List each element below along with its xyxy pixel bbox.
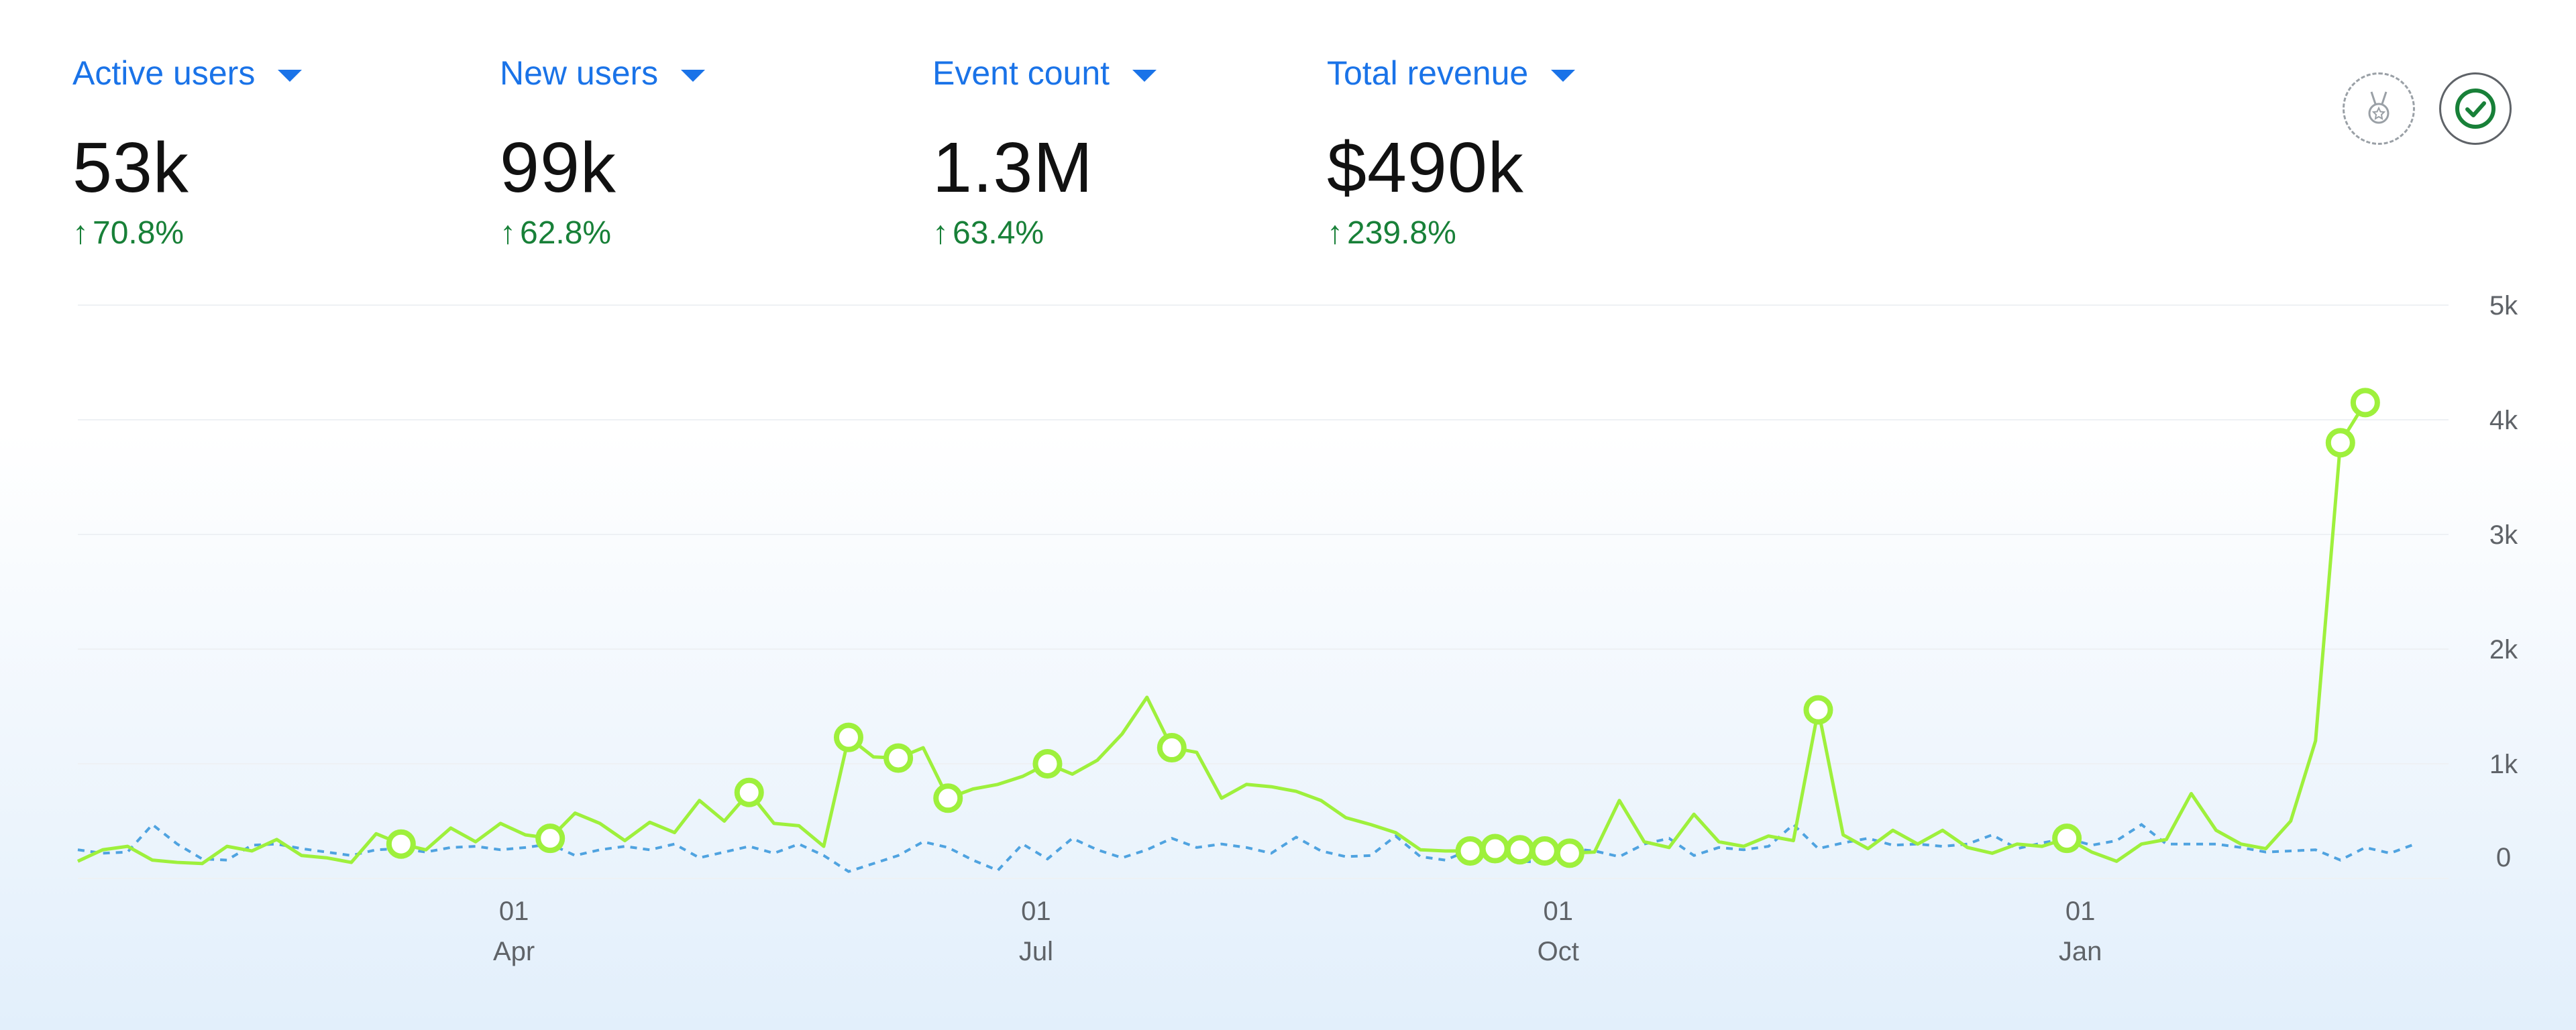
data-point[interactable] [933,783,963,813]
data-point[interactable] [535,823,566,854]
data-point[interactable] [883,743,914,773]
metric-change: ↑ 239.8% [1327,215,1456,251]
caret-down-icon[interactable] [1132,70,1157,82]
arrow-up-icon: ↑ [72,215,89,251]
data-point[interactable] [734,777,764,807]
x-tick-month: Jan [2059,937,2102,966]
data-point[interactable] [2052,823,2082,854]
change-value: 63.4% [953,215,1044,251]
medal-button[interactable] [2343,72,2415,145]
metric-selector-total-revenue[interactable]: Total revenue [1327,54,1576,93]
series-layer [76,388,2416,873]
change-value: 70.8% [93,215,184,251]
data-point[interactable] [2350,388,2380,418]
y-tick-label: 4k [2489,406,2518,435]
caret-down-icon[interactable] [681,70,706,82]
metric-label: Event count [932,54,1110,92]
caret-down-icon[interactable] [1551,70,1576,82]
y-axis: 5k 4k 3k 2k 1k 0 [2489,291,2518,872]
data-point[interactable] [1480,834,1510,864]
approve-button[interactable] [2439,72,2512,145]
data-point[interactable] [386,829,416,859]
data-point[interactable] [1455,836,1485,866]
arrow-up-icon: ↑ [500,215,516,251]
metric-label: Active users [72,54,256,92]
x-tick-day: 01 [1544,897,1574,926]
y-tick-label: 5k [2489,291,2518,321]
x-tick-month: Apr [493,937,535,966]
metric-label: New users [500,54,659,92]
data-point[interactable] [1803,695,1833,725]
x-axis: 01 Apr 01 Jul 01 Oct 01 Jan [493,897,2102,966]
data-point[interactable] [1554,838,1585,868]
series-line-current [76,402,2367,866]
check-circle-icon [2455,89,2496,129]
metric-selector-event-count[interactable]: Event count [932,54,1157,93]
x-tick-month: Jul [1019,937,1053,966]
data-point[interactable] [1032,749,1063,779]
data-point[interactable] [1157,733,1187,763]
y-tick-label: 1k [2489,750,2518,779]
y-tick-label: 0 [2496,843,2511,872]
x-tick-day: 01 [2065,897,2096,926]
grid-lines [78,304,2449,879]
metric-total-revenue: Total revenue $490k ↑ 239.8% [1327,54,1576,251]
metric-change: ↑ 70.8% [72,215,184,251]
metric-change: ↑ 62.8% [500,215,611,251]
metric-label: Total revenue [1327,54,1529,92]
y-tick-label: 2k [2489,635,2518,665]
metric-selector-new-users[interactable]: New users [500,54,706,93]
caret-down-icon[interactable] [278,70,303,82]
arrow-up-icon: ↑ [932,215,949,251]
arrow-up-icon: ↑ [1327,215,1343,251]
x-tick-day: 01 [1021,897,1051,926]
y-tick-label: 3k [2489,520,2518,550]
change-value: 239.8% [1347,215,1456,251]
metric-value: 53k [72,128,189,207]
data-point[interactable] [2325,428,2355,458]
data-point[interactable] [833,722,863,752]
metric-event-count: Event count 1.3M ↑ 63.4% [932,54,1157,251]
metric-active-users: Active users 53k ↑ 70.8% [72,54,303,251]
data-point[interactable] [1529,836,1560,866]
metric-value: 1.3M [932,128,1093,207]
metric-new-users: New users 99k ↑ 62.8% [500,54,706,251]
x-tick-day: 01 [499,897,529,926]
medal-icon [2368,91,2390,124]
data-point[interactable] [1505,835,1535,865]
x-tick-month: Oct [1538,937,1579,966]
change-value: 62.8% [520,215,612,251]
metric-value: $490k [1327,128,1524,207]
metric-value: 99k [500,128,616,207]
metric-change: ↑ 63.4% [932,215,1044,251]
metric-selector-active-users[interactable]: Active users [72,54,303,93]
series-line-previous [77,822,2416,873]
